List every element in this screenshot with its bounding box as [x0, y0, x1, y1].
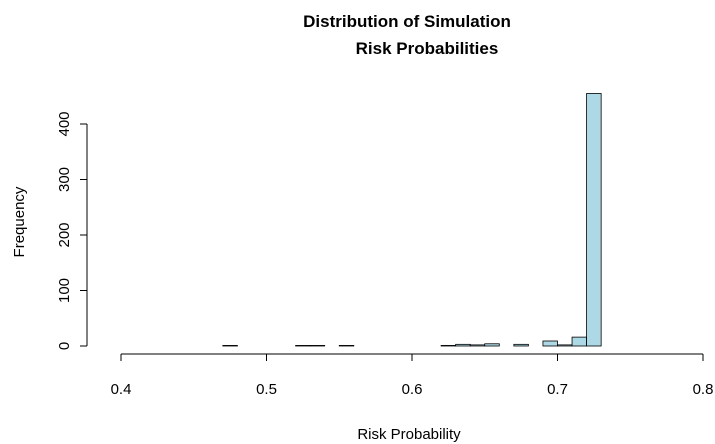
x-axis-label: Risk Probability [357, 426, 461, 443]
x-tick-label: 0.5 [256, 381, 277, 398]
y-tick-label: 100 [56, 278, 73, 303]
chart-title-line-2: Risk Probabilities [356, 39, 499, 58]
histogram-bar [295, 345, 311, 347]
y-axis: 0 100 200 300 400 [56, 111, 88, 350]
x-tick-label: 0.6 [402, 381, 423, 398]
histogram-bar [309, 345, 326, 347]
histogram-bar [571, 336, 587, 347]
histogram-bar [513, 343, 529, 347]
y-tick-label: 400 [56, 111, 73, 136]
histogram-bar [586, 93, 602, 347]
y-axis-label: Frequency [11, 186, 28, 257]
y-tick-label: 200 [56, 222, 73, 247]
histogram-bar [455, 343, 471, 347]
x-tick-label: 0.4 [111, 381, 132, 398]
histogram-bar [542, 340, 558, 347]
y-tick-label: 0 [56, 342, 73, 350]
histogram-bar [469, 344, 486, 347]
x-axis: 0.4 0.5 0.6 0.7 0.8 [111, 353, 714, 398]
histogram-bar [440, 345, 457, 347]
x-tick-label: 0.7 [547, 381, 568, 398]
chart-title-line-1: Distribution of Simulation [303, 12, 511, 31]
x-tick-label: 0.8 [693, 381, 714, 398]
y-tick-label: 300 [56, 167, 73, 192]
histogram-bar [222, 345, 238, 347]
histogram-bar [484, 343, 500, 347]
histogram-bar [338, 345, 355, 347]
histogram-bar [557, 344, 573, 347]
histogram-bars [222, 93, 602, 347]
